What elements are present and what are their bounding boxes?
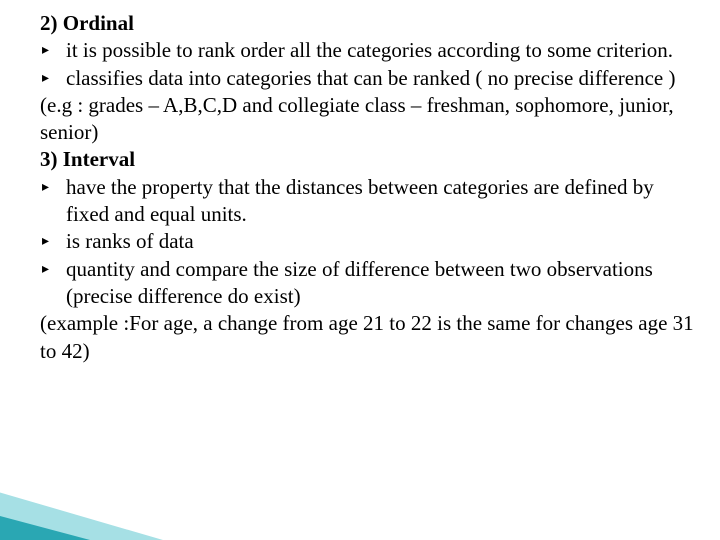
bullet-icon: ▸ xyxy=(40,174,66,201)
bullet-icon: ▸ xyxy=(40,65,66,92)
triangle-light xyxy=(0,475,300,540)
triangle-mid xyxy=(0,500,240,540)
bullet-item: ▸ quantity and compare the size of diffe… xyxy=(40,256,700,311)
bullet-text: quantity and compare the size of differe… xyxy=(66,256,700,311)
triangle-dark xyxy=(0,528,170,540)
bullet-icon: ▸ xyxy=(40,228,66,255)
example-text: (e.g : grades – A,B,C,D and collegiate c… xyxy=(40,92,700,147)
example-text: (example :For age, a change from age 21 … xyxy=(40,310,700,365)
bullet-item: ▸ have the property that the distances b… xyxy=(40,174,700,229)
corner-decoration xyxy=(0,420,300,540)
bullet-item: ▸ it is possible to rank order all the c… xyxy=(40,37,700,64)
bullet-text: classifies data into categories that can… xyxy=(66,65,700,92)
heading-interval: 3) Interval xyxy=(40,146,700,173)
bullet-text: it is possible to rank order all the cat… xyxy=(66,37,700,64)
bullet-item: ▸ is ranks of data xyxy=(40,228,700,255)
heading-ordinal: 2) Ordinal xyxy=(40,10,700,37)
slide-content: 2) Ordinal ▸ it is possible to rank orde… xyxy=(40,10,700,365)
bullet-icon: ▸ xyxy=(40,37,66,64)
bullet-item: ▸ classifies data into categories that c… xyxy=(40,65,700,92)
bullet-text: is ranks of data xyxy=(66,228,700,255)
bullet-text: have the property that the distances bet… xyxy=(66,174,700,229)
bullet-icon: ▸ xyxy=(40,256,66,283)
